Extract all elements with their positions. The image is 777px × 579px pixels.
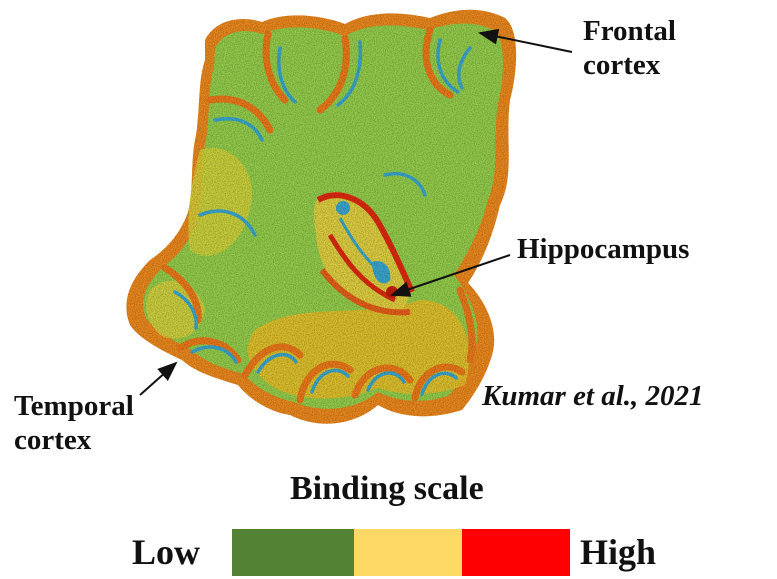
scale-segment-high xyxy=(462,529,570,576)
citation: Kumar et al., 2021 xyxy=(482,380,704,412)
brain-slice xyxy=(126,9,517,424)
frontal-arrow xyxy=(478,28,573,53)
frontal-cortex-label: Frontal cortex xyxy=(583,15,676,81)
scale-high-label: High xyxy=(580,532,657,572)
scale-low-label: Low xyxy=(132,532,201,572)
temporal-arrow xyxy=(139,361,178,396)
binding-scale-bar xyxy=(232,529,570,576)
temporal-cortex-label: Temporal cortex xyxy=(14,390,134,456)
hippocampus-arrow xyxy=(390,254,511,297)
scale-segment-low xyxy=(232,529,354,576)
hippocampus-label: Hippocampus xyxy=(517,233,690,265)
scale-title: Binding scale xyxy=(290,470,484,507)
scale-segment-mid xyxy=(354,529,462,576)
